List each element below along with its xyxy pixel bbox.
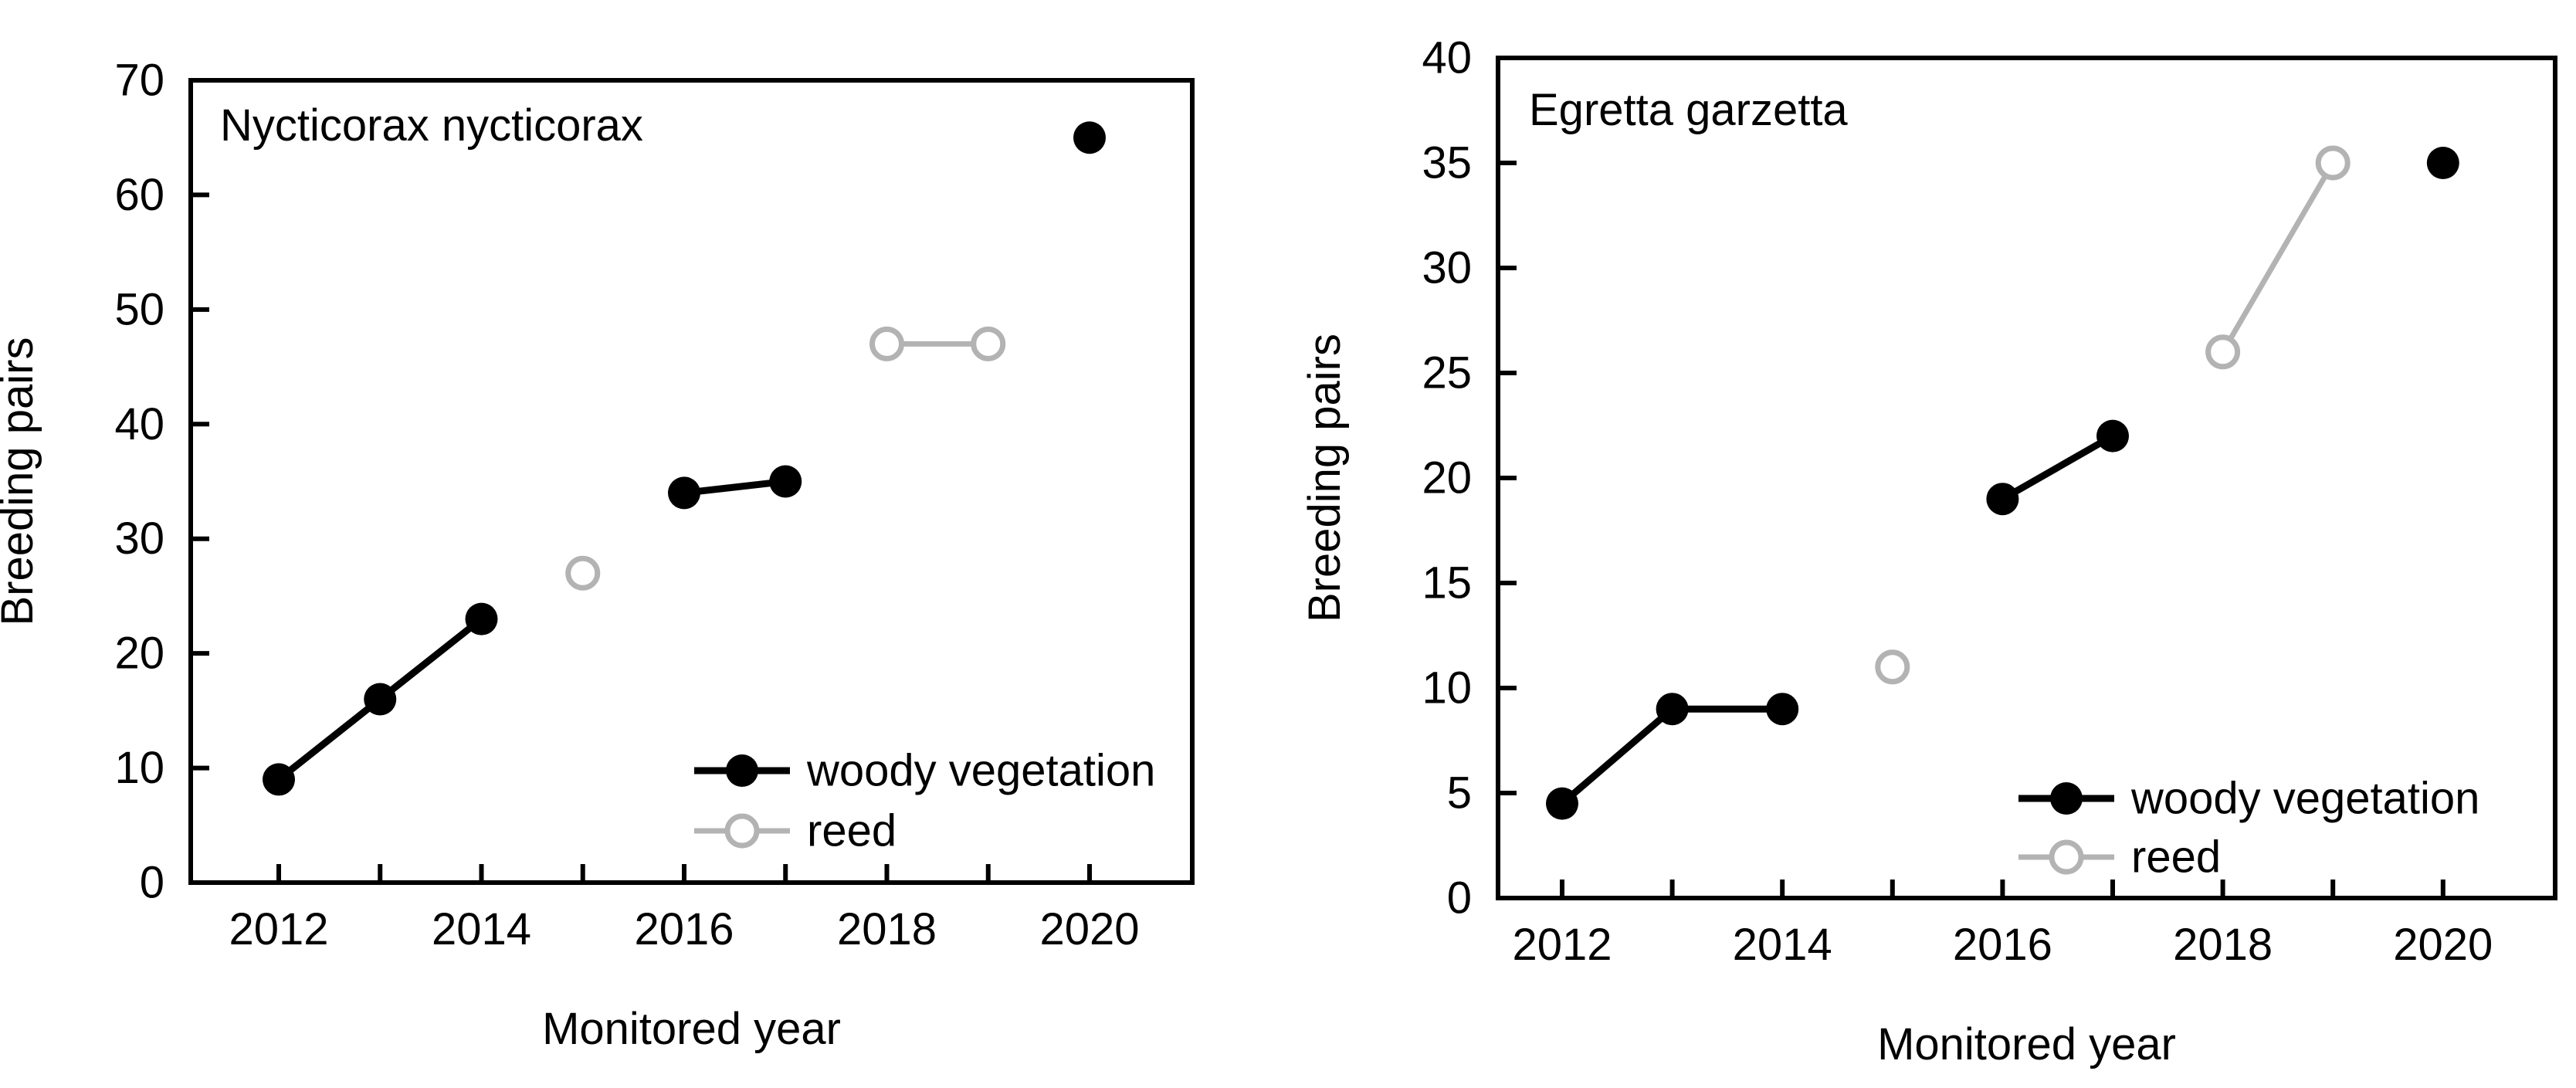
- series-reed: [565, 326, 1006, 591]
- panel-title: Nycticorax nycticorax: [220, 100, 643, 151]
- data-point-open: [869, 326, 904, 361]
- data-point-open: [1875, 649, 1910, 685]
- x-tick-label: 2020: [1039, 904, 1139, 954]
- x-tick-label: 2018: [837, 904, 937, 954]
- y-tick-label: 10: [114, 743, 164, 793]
- data-point-filled: [1073, 121, 1106, 154]
- data-point-filled: [2426, 147, 2459, 179]
- data-point-filled: [1546, 787, 1578, 820]
- series-woody-vegetation: [1546, 147, 2459, 820]
- data-point-filled: [1656, 693, 1689, 726]
- legend-marker-filled: [2050, 782, 2083, 815]
- y-axis-label: Breeding pairs: [0, 337, 42, 626]
- y-axis-label: Breeding pairs: [1300, 334, 1350, 622]
- data-point-filled: [769, 465, 802, 498]
- legend: woody vegetation reed: [694, 746, 1155, 856]
- data-point-filled: [364, 683, 397, 716]
- series-line: [683, 478, 786, 497]
- legend: woody vegetation reed: [2018, 774, 2479, 883]
- y-tick-label: 60: [114, 170, 164, 220]
- chart-egretta: 0 5 10 15 20 25 30 35 40 2012 2014 2016 2018 2020 Egre…: [1300, 33, 2557, 1069]
- y-tick-label: 10: [1422, 663, 1472, 713]
- panel-title: Egretta garzetta: [1529, 85, 1848, 135]
- x-tick-label: 2012: [229, 904, 328, 954]
- legend-marker-filled: [726, 754, 758, 787]
- y-tick-label: 30: [1422, 243, 1472, 293]
- x-axis-label: Monitored year: [542, 1004, 841, 1054]
- x-tick-label: 2016: [1953, 920, 2052, 970]
- legend-marker-open: [724, 813, 760, 849]
- data-point-filled: [1766, 693, 1799, 726]
- plot-box: [1496, 56, 2557, 900]
- data-point-filled: [1986, 483, 2019, 516]
- legend-label: reed: [2131, 832, 2221, 883]
- y-tick-label: 50: [114, 284, 164, 334]
- chart-nycticorax: 0 10 20 30 40 50 60 70 2012 2014 2016 2018 2020 Nycti…: [0, 56, 1195, 1054]
- legend-label: reed: [807, 806, 897, 856]
- series-line: [2220, 161, 2336, 354]
- data-point-open: [565, 555, 601, 591]
- y-tick-label: 20: [1422, 453, 1472, 503]
- series-woody-vegetation: [263, 121, 1106, 796]
- x-tick-label: 2020: [2393, 920, 2493, 970]
- x-tick-label: 2014: [1733, 920, 1832, 970]
- data-point-filled: [263, 763, 295, 796]
- x-tick-label: 2018: [2173, 920, 2273, 970]
- data-point-open: [2315, 145, 2351, 181]
- y-tick-label: 25: [1422, 348, 1472, 398]
- y-tick-label: 0: [1447, 873, 1472, 924]
- data-point-open: [2205, 334, 2241, 370]
- series-reed: [1875, 145, 2351, 685]
- x-tick-label: 2014: [432, 904, 531, 954]
- data-point-open: [971, 326, 1006, 361]
- y-tick-label: 40: [1422, 33, 1472, 83]
- y-tick-label: 5: [1447, 768, 1472, 819]
- data-point-filled: [465, 602, 498, 636]
- y-tick-label: 40: [114, 399, 164, 449]
- y-tick-label: 20: [114, 629, 164, 679]
- series-line: [2001, 432, 2115, 503]
- y-tick-label: 70: [114, 56, 164, 106]
- x-tick-label: 2016: [634, 904, 734, 954]
- y-tick-label: 30: [114, 513, 164, 564]
- y-tick-label: 15: [1422, 558, 1472, 608]
- x-tick-label: 2012: [1512, 920, 1612, 970]
- legend-marker-open: [2049, 839, 2084, 875]
- y-tick-label: 35: [1422, 138, 1472, 188]
- legend-label: woody vegetation: [2130, 774, 2479, 824]
- data-point-filled: [668, 476, 700, 510]
- legend-label: woody vegetation: [806, 746, 1155, 796]
- x-axis-label: Monitored year: [1877, 1019, 2176, 1069]
- y-tick-label: 0: [140, 858, 164, 908]
- data-point-filled: [2096, 419, 2129, 452]
- plot-box: [188, 78, 1195, 885]
